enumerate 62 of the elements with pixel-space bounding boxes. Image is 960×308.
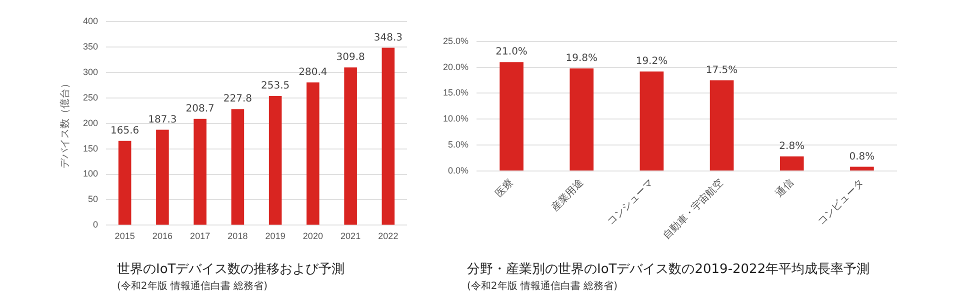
bar <box>570 68 594 170</box>
data-label: 19.2% <box>636 56 668 68</box>
bar <box>382 48 395 225</box>
x-tick-label: 医療 <box>493 176 516 200</box>
text: 世界のIoTデバイス数の推移および予測 <box>117 261 345 278</box>
y-tick-label: 50 <box>88 194 98 204</box>
data-label: 253.5 <box>261 80 290 92</box>
data-label: 187.3 <box>148 114 177 126</box>
data-label: 208.7 <box>186 103 214 114</box>
bar <box>500 62 524 170</box>
bar <box>268 96 282 225</box>
text: (令和2年版 情報通信白書 総務省) <box>117 280 268 293</box>
y-tick-label: 250 <box>82 92 98 102</box>
y-tick-label: 0.0% <box>448 165 469 176</box>
data-label: 280.4 <box>298 66 328 78</box>
x-tick-label: コンシューマ <box>606 177 656 228</box>
bar <box>640 71 664 170</box>
bar <box>306 82 320 225</box>
y-tick-label: 0 <box>93 220 98 230</box>
data-label: 2.8% <box>779 141 805 152</box>
x-tick-label: 2016 <box>152 231 172 242</box>
text: 分野・産業別の世界のIoTデバイス数の2019-2022年平均成長率予測 <box>467 261 870 278</box>
bar <box>118 140 132 225</box>
x-tick-label: コンピュータ <box>816 177 866 228</box>
y-axis-title: デバイス数（億台） <box>58 78 71 168</box>
data-label: 21.0% <box>496 46 528 58</box>
bar <box>231 109 244 225</box>
x-tick-label: 2019 <box>265 231 286 242</box>
bar <box>780 156 804 170</box>
data-label: 348.3 <box>374 32 403 44</box>
y-tick-label: 100 <box>82 168 98 179</box>
y-tick-label: 20.0% <box>442 62 469 72</box>
y-tick-label: 300 <box>82 66 98 77</box>
bar <box>194 118 206 225</box>
x-tick-label: 2020 <box>302 231 323 242</box>
data-label: 309.8 <box>336 52 365 63</box>
bar <box>156 130 169 225</box>
y-tick-label: 400 <box>82 16 98 26</box>
y-tick-label: 10.0% <box>442 114 469 124</box>
x-tick-label: 2017 <box>190 231 210 242</box>
x-tick-label: 産業用途 <box>548 176 586 214</box>
x-tick-label: 2018 <box>228 231 248 242</box>
x-tick-label: 通信 <box>773 176 796 200</box>
text: (令和2年版 情報通信白書 総務省) <box>467 280 618 293</box>
data-label: 17.5% <box>706 64 738 76</box>
y-tick-label: 25.0% <box>442 36 469 46</box>
x-tick-label: 2022 <box>378 231 398 242</box>
y-tick-label: 200 <box>82 118 98 128</box>
data-label: 0.8% <box>849 151 875 162</box>
x-tick-label: 2021 <box>340 231 361 242</box>
x-tick-label: 2015 <box>114 231 135 242</box>
bar <box>344 67 357 225</box>
x-tick-label: 自動車・宇宙航空 <box>660 176 726 242</box>
data-label: 227.8 <box>223 94 252 105</box>
y-tick-label: 350 <box>82 41 98 52</box>
data-label: 165.6 <box>110 125 140 136</box>
y-tick-label: 15.0% <box>442 88 469 98</box>
y-tick-label: 150 <box>82 143 98 154</box>
y-tick-label: 5.0% <box>448 140 469 150</box>
bar <box>710 80 734 170</box>
data-label: 19.8% <box>566 52 598 64</box>
bar <box>850 166 874 170</box>
